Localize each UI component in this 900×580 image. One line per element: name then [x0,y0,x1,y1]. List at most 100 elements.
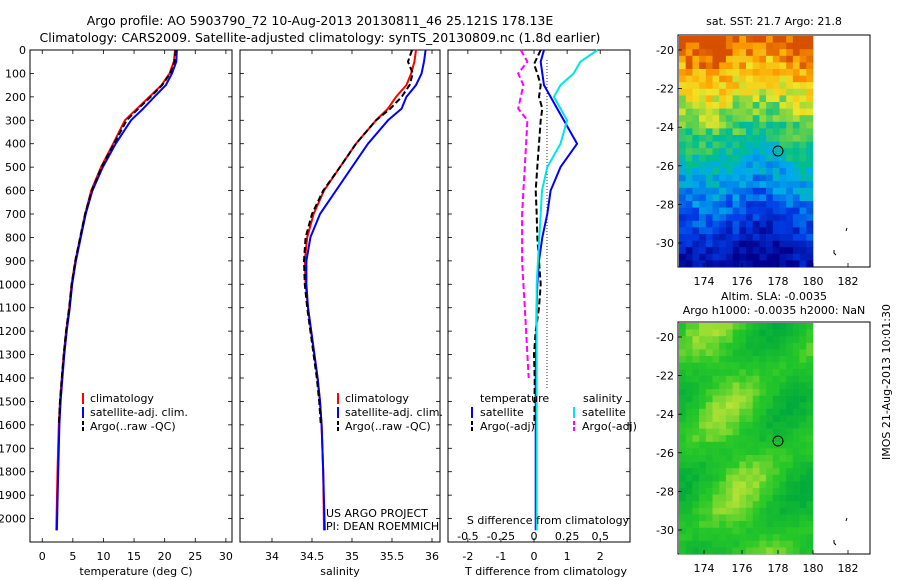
depth-tick-label: 900 [5,255,26,268]
map-cell [752,240,760,248]
map-cell [806,494,814,502]
map-cell [746,382,753,390]
map-cell [739,369,747,377]
map-cell [719,435,727,443]
map-cell [799,474,807,482]
legend-salinity-header: salinity [583,392,623,405]
map-cell [772,329,780,337]
map-cell [685,547,693,555]
map-cell [752,115,760,123]
map-cell [739,342,747,350]
map-cell [766,501,774,509]
map-cell [692,128,700,136]
map-cell [806,474,814,482]
map-cell [786,62,794,70]
map-cell [699,402,707,410]
map-cell [746,247,753,255]
map-cell [712,121,720,129]
map-cell [739,154,747,162]
sla-map-lat-tick-label: -28 [656,485,674,498]
map-cell [712,323,720,330]
map-cell [752,174,760,182]
map-cell [759,481,767,489]
map-cell [725,82,733,90]
map-cell [719,148,727,156]
map-cell [806,323,814,330]
map-cell [699,356,707,363]
map-cell [779,141,787,149]
map-cell [705,36,713,43]
map-cell [806,375,814,383]
map-cell [772,369,780,377]
map-cell [799,521,807,528]
map-cell [786,356,794,363]
sla-map-lon-tick-label: 182 [838,562,859,575]
map-cell [739,375,747,383]
map-cell [739,514,747,522]
map-cell [699,415,707,423]
map-cell [746,534,753,542]
map-cell [719,362,727,370]
map-cell [692,527,700,535]
map-cell [806,336,814,344]
map-cell [679,428,686,436]
map-cell [705,141,713,149]
map-cell [739,62,747,70]
map-cell [766,329,774,337]
map-cell [766,240,774,248]
depth-tick-label: 600 [5,185,26,198]
map-cell [732,201,740,208]
map-cell [806,201,814,208]
map-cell [719,323,727,330]
map-cell [739,461,747,469]
map-cell [699,474,707,482]
map-cell [766,336,774,344]
map-cell [799,422,807,429]
map-cell [799,547,807,555]
map-cell [806,220,814,228]
map-cell [705,395,713,403]
map-cell [806,121,814,129]
map-cell [746,494,753,502]
map-cell [759,395,767,403]
map-cell [779,194,787,202]
map-cell [685,69,693,76]
map-cell [699,234,707,241]
map-cell [772,220,780,228]
map-cell [752,428,760,436]
map-cell [739,187,747,195]
legend-sal-argo-label: Argo(-adj) [582,420,637,433]
map-cell [679,82,686,90]
map-cell [772,141,780,149]
map-cell [692,121,700,129]
difference-x-tick-label: -2 [462,550,473,563]
map-cell [692,75,700,83]
map-cell [739,69,747,76]
map-cell [712,247,720,255]
map-cell [692,181,700,189]
map-cell [746,82,753,90]
map-cell [679,88,686,96]
temperature-x-tick-label: 15 [127,550,141,563]
map-cell [739,441,747,449]
salinity-difference-tick-label: 0.25 [555,530,580,543]
map-cell [792,461,800,469]
map-cell [692,362,700,370]
map-cell [699,121,707,129]
map-cell [712,527,720,535]
map-cell [752,356,760,363]
map-cell [779,75,787,83]
map-cell [719,369,727,377]
map-cell [799,402,807,410]
map-cell [679,461,686,469]
map-cell [725,521,733,528]
map-cell [786,115,794,123]
map-cell [799,362,807,370]
map-cell [786,69,794,76]
map-cell [779,49,787,57]
map-cell [699,227,707,235]
map-cell [719,389,727,396]
map-cell [792,49,800,57]
map-cell [746,115,753,123]
map-cell [806,240,814,248]
